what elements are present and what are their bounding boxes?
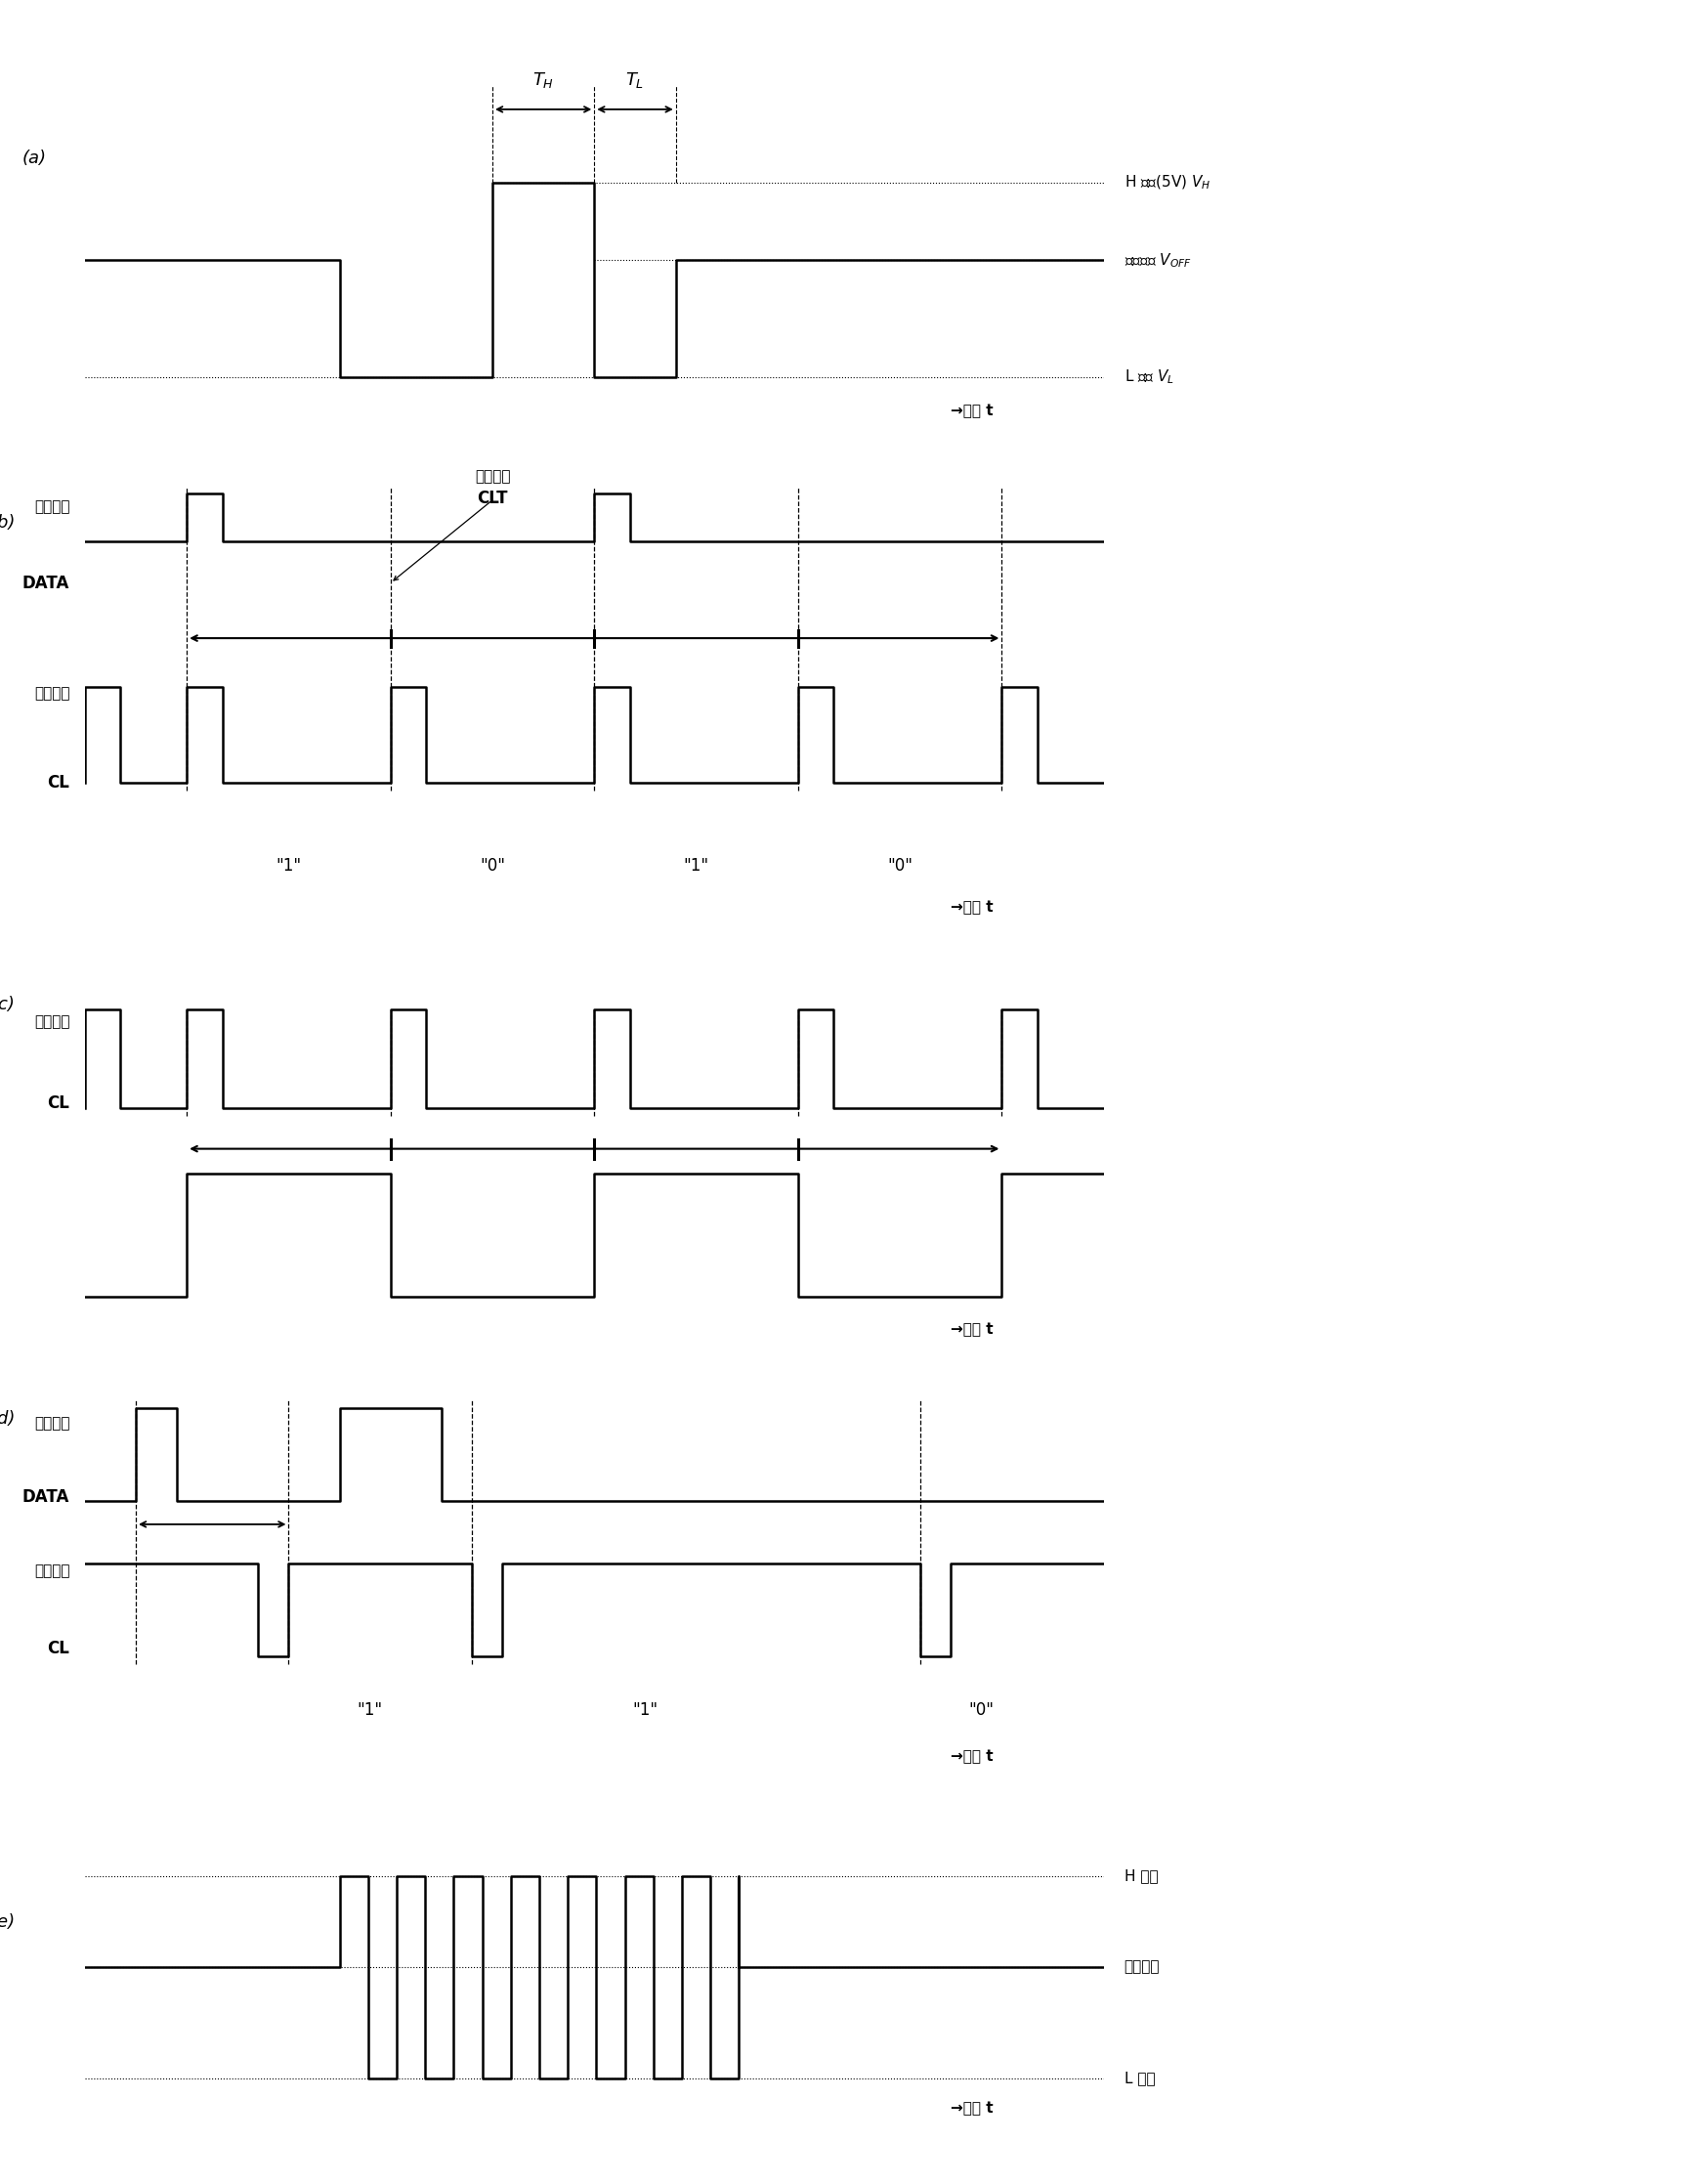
Text: 数据信号: 数据信号 <box>34 1415 70 1431</box>
Text: DATA: DATA <box>22 574 70 592</box>
Text: 时钟信号: 时钟信号 <box>34 1564 70 1579</box>
Text: →时间 t: →时间 t <box>951 1321 993 1337</box>
Text: L 电平 $V_L$: L 电平 $V_L$ <box>1124 369 1173 387</box>
Text: →时间 t: →时间 t <box>951 2101 993 2116</box>
Text: (a): (a) <box>22 149 46 166</box>
Text: CL: CL <box>48 1640 70 1658</box>
Text: CL: CL <box>48 1094 70 1112</box>
Text: 时钟信号: 时钟信号 <box>34 686 70 701</box>
Text: 偏置电压: 偏置电压 <box>1124 1959 1160 1974</box>
Text: "1": "1" <box>275 858 302 876</box>
Text: →时间 t: →时间 t <box>951 1749 993 1765</box>
Text: 时钟周期: 时钟周期 <box>474 470 511 483</box>
Text: DATA: DATA <box>22 1489 70 1507</box>
Text: (e): (e) <box>0 1913 15 1931</box>
Text: H 电平: H 电平 <box>1124 1870 1158 1883</box>
Text: (b): (b) <box>0 513 15 531</box>
Text: →时间 t: →时间 t <box>951 404 993 419</box>
Text: 偏置电压 $V_{OFF}$: 偏置电压 $V_{OFF}$ <box>1124 251 1192 269</box>
Text: "0": "0" <box>481 858 504 876</box>
Text: (c): (c) <box>0 996 15 1013</box>
Text: "1": "1" <box>357 1701 384 1719</box>
Text: 数据信号: 数据信号 <box>34 500 70 513</box>
Text: H 电平(5V) $V_H$: H 电平(5V) $V_H$ <box>1124 173 1211 192</box>
Text: (d): (d) <box>0 1411 15 1428</box>
Text: "1": "1" <box>632 1701 659 1719</box>
Text: "1": "1" <box>683 858 710 876</box>
Text: $T_H$: $T_H$ <box>533 70 554 90</box>
Text: $T_L$: $T_L$ <box>625 70 645 90</box>
Text: CL: CL <box>48 775 70 793</box>
Text: CLT: CLT <box>477 489 508 507</box>
Text: "0": "0" <box>970 1701 993 1719</box>
Text: "0": "0" <box>888 858 912 876</box>
Text: L 电平: L 电平 <box>1124 2070 1155 2086</box>
Text: →时间 t: →时间 t <box>951 900 993 915</box>
Text: 时钟信号: 时钟信号 <box>34 1013 70 1029</box>
